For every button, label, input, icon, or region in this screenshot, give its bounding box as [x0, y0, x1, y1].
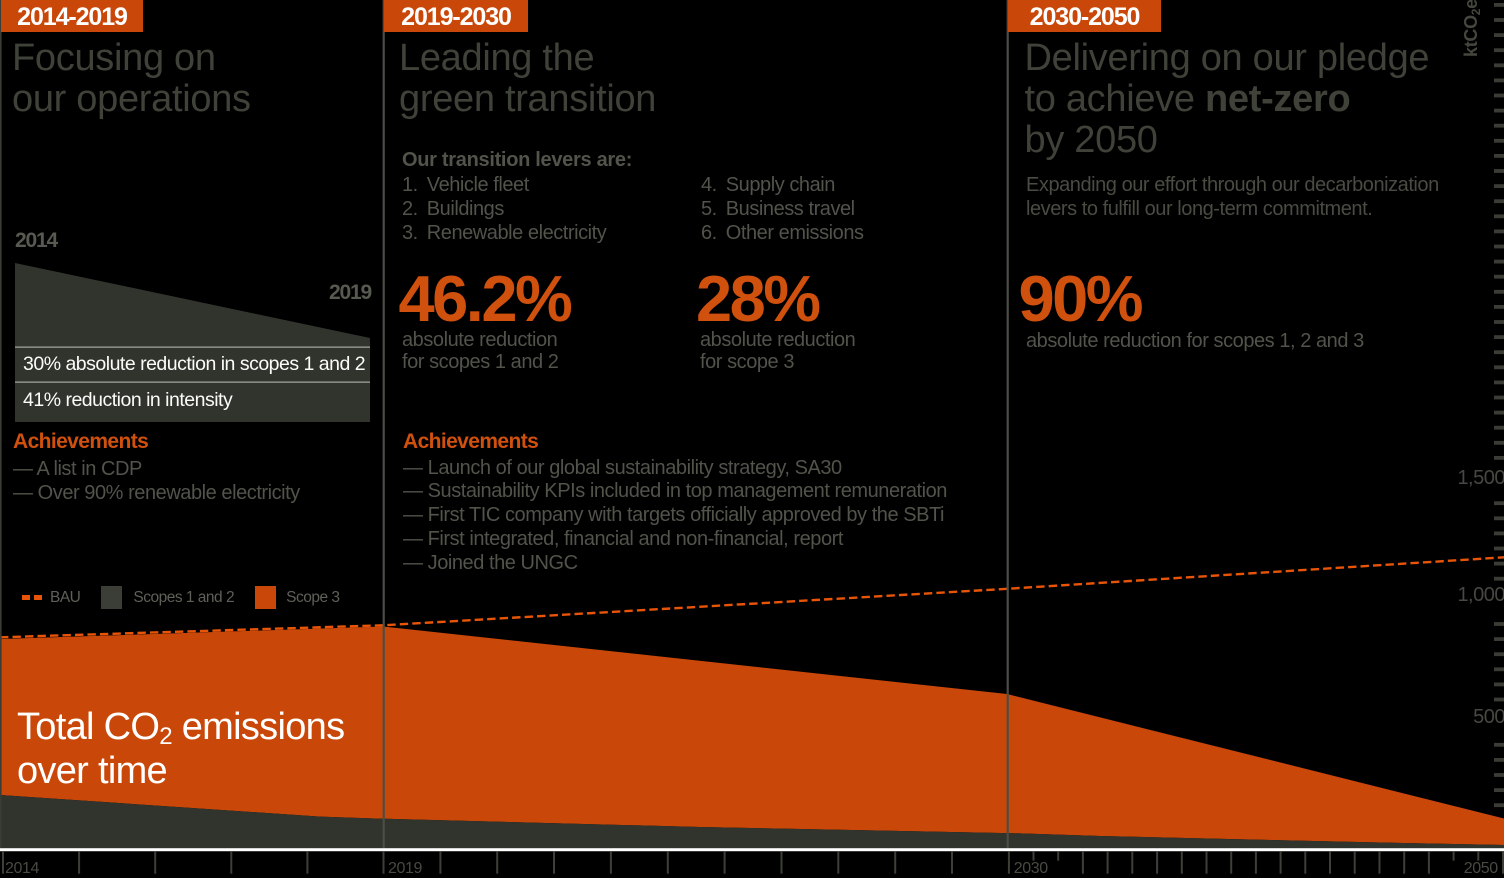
svg-text:ktCO2e: ktCO2e	[1461, 0, 1483, 57]
